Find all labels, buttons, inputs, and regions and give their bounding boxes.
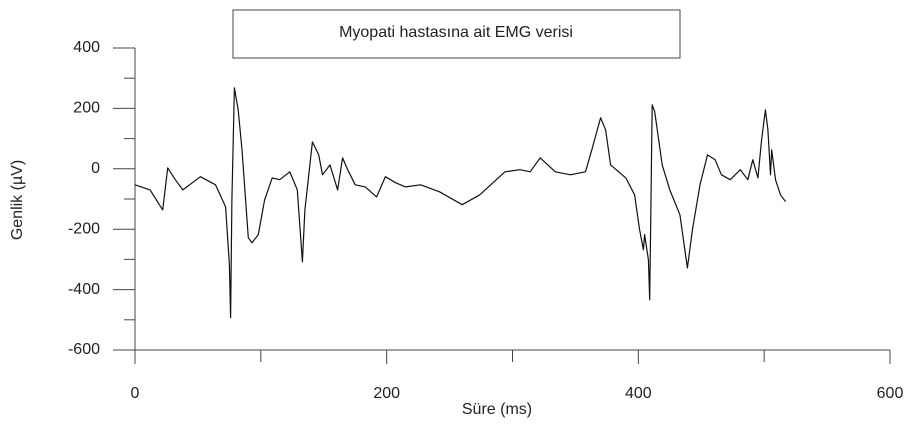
chart-title: Myopati hastasına ait EMG verisi — [339, 24, 573, 41]
y-tick-label: -400 — [68, 281, 100, 298]
y-tick-label: 0 — [91, 160, 100, 177]
y-tick-label: 400 — [73, 39, 100, 56]
y-tick-label: -200 — [68, 220, 100, 237]
x-tick-label: 0 — [131, 385, 140, 402]
line — [134, 87, 787, 319]
x-tick-label: 600 — [877, 385, 904, 402]
y-axis-label: Genlik (µV) — [9, 160, 26, 240]
y-tick-label: -600 — [68, 341, 100, 358]
title-box — [232, 9, 681, 59]
x-tick-label: 200 — [373, 385, 400, 402]
x-tick-label: 400 — [625, 385, 652, 402]
x-axis-label: Süre (ms) — [462, 401, 532, 418]
y-tick-label: 200 — [73, 100, 100, 117]
